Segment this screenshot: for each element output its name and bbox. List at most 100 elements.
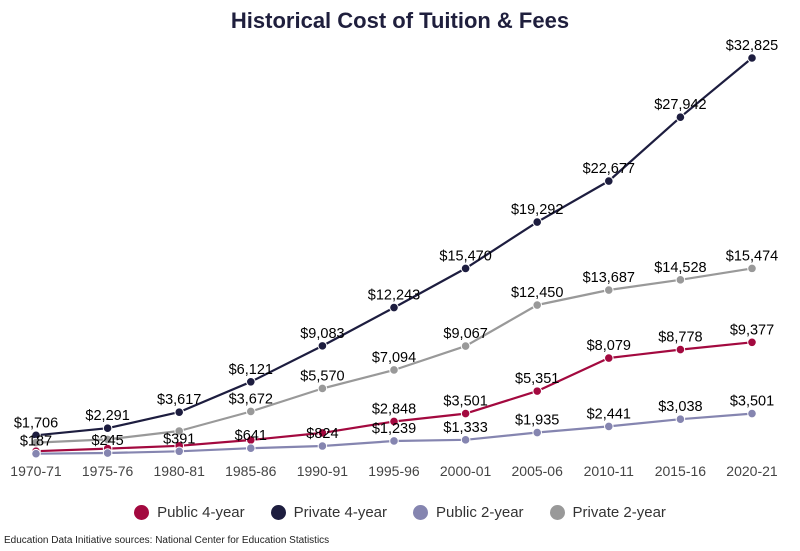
x-tick-label: 1985-86 bbox=[225, 463, 277, 479]
data-label-public-4-year: $8,778 bbox=[658, 330, 702, 346]
data-label-public-4-year: $2,848 bbox=[372, 401, 416, 417]
data-point-public-2-year bbox=[31, 448, 41, 459]
x-tick-label: 2010-11 bbox=[584, 463, 635, 479]
legend-label: Private 2-year bbox=[572, 504, 666, 521]
data-point-private-2-year bbox=[174, 426, 184, 436]
x-tick-label: 2005-06 bbox=[512, 463, 564, 479]
legend-swatch bbox=[549, 505, 565, 520]
data-label-private-4-year: $32,825 bbox=[726, 38, 778, 54]
data-label-public-4-year: $3,501 bbox=[443, 394, 487, 410]
data-point-public-2-year bbox=[532, 427, 543, 438]
legend-label: Public 4-year bbox=[157, 504, 245, 521]
data-point-public-2-year bbox=[317, 441, 328, 451]
data-label-public-2-year: $245 bbox=[91, 433, 123, 449]
data-point-private-2-year bbox=[102, 434, 113, 445]
line-chart: $2,848 $3,501 $5,351 $8,079 $8,778 $9,377 $1,7… bbox=[10, 38, 778, 479]
legend-swatch bbox=[270, 505, 286, 520]
data-point-private-4-year bbox=[460, 263, 471, 274]
data-label-private-2-year: $3,672 bbox=[229, 391, 273, 407]
data-point-private-4-year bbox=[102, 423, 113, 434]
data-label-private-4-year: $1,706 bbox=[14, 415, 58, 431]
x-tick-label: 2000-01 bbox=[440, 463, 492, 479]
data-label-public-2-year: $2,441 bbox=[587, 406, 631, 422]
data-point-public-4-year bbox=[747, 337, 757, 348]
x-tick-label: 1990-91 bbox=[297, 463, 349, 479]
data-point-public-4-year bbox=[604, 353, 614, 363]
data-point-private-4-year bbox=[389, 302, 399, 313]
legend-item-public-2-year: Public 2-year bbox=[413, 504, 524, 521]
x-tick-label: 1995-96 bbox=[368, 463, 420, 479]
source-note: Education Data Initiative sources: Natio… bbox=[4, 535, 330, 546]
data-point-private-2-year bbox=[389, 365, 399, 375]
data-point-private-4-year bbox=[747, 53, 757, 63]
data-label-public-2-year: $3,501 bbox=[730, 394, 774, 410]
data-label-private-4-year: $6,121 bbox=[229, 362, 273, 378]
data-point-public-2-year bbox=[604, 421, 614, 432]
x-tick-label: 1980-81 bbox=[154, 463, 206, 479]
data-point-private-4-year bbox=[317, 341, 328, 351]
data-point-public-2-year bbox=[675, 414, 686, 424]
data-point-private-4-year bbox=[246, 376, 256, 387]
data-point-private-4-year bbox=[532, 217, 543, 227]
legend: Public 4-year Private 4-year Public 2-year… bbox=[0, 504, 800, 521]
data-label-public-2-year: $824 bbox=[306, 426, 338, 442]
data-label-public-2-year: $1,239 bbox=[372, 421, 416, 437]
data-label-private-4-year: $9,083 bbox=[300, 326, 344, 342]
data-label-private-4-year: $12,243 bbox=[368, 288, 420, 304]
data-label-public-4-year: $9,377 bbox=[730, 322, 774, 338]
legend-label: Private 4-year bbox=[293, 504, 387, 521]
x-tick-label: 2015-16 bbox=[655, 463, 707, 479]
data-label-private-4-year: $2,291 bbox=[85, 408, 129, 424]
legend-swatch bbox=[134, 505, 150, 520]
data-point-public-2-year bbox=[246, 443, 256, 454]
legend-label: Public 2-year bbox=[436, 504, 524, 521]
data-label-private-2-year: $14,528 bbox=[654, 260, 706, 276]
data-label-private-2-year: $15,474 bbox=[726, 248, 778, 264]
series-points bbox=[31, 53, 757, 459]
legend-item-public-4-year: Public 4-year bbox=[134, 504, 245, 521]
data-label-public-2-year: $187 bbox=[20, 434, 52, 450]
data-label-public-2-year: $641 bbox=[235, 428, 267, 444]
data-point-private-2-year bbox=[747, 263, 757, 274]
data-point-private-4-year bbox=[174, 407, 184, 417]
data-point-private-4-year bbox=[604, 176, 614, 186]
data-point-public-4-year bbox=[317, 428, 328, 438]
data-point-private-4-year bbox=[675, 112, 686, 123]
data-point-public-2-year bbox=[389, 436, 399, 446]
legend-swatch bbox=[413, 505, 428, 520]
data-label-private-2-year: $13,687 bbox=[583, 270, 635, 286]
data-label-private-2-year: $12,450 bbox=[511, 285, 563, 301]
data-label-private-4-year: $15,470 bbox=[439, 248, 491, 264]
data-label-public-2-year: $391 bbox=[163, 431, 195, 447]
data-labels: $2,848 $3,501 $5,351 $8,079 $8,778 $9,377 $1,7… bbox=[14, 38, 778, 450]
data-label-private-4-year: $22,677 bbox=[583, 161, 635, 177]
data-label-public-4-year: $5,351 bbox=[515, 371, 559, 387]
data-point-private-2-year bbox=[460, 341, 471, 351]
x-tick-label: 1970-71 bbox=[10, 463, 62, 479]
data-label-public-2-year: $3,038 bbox=[658, 399, 702, 415]
data-point-public-2-year bbox=[460, 435, 471, 445]
data-label-private-2-year: $9,067 bbox=[443, 326, 487, 342]
chart-title: Historical Cost of Tuition & Fees bbox=[230, 8, 570, 33]
x-tick-label: 1975-76 bbox=[82, 463, 134, 479]
data-point-public-2-year bbox=[747, 408, 757, 419]
x-axis-tick-labels: 1970-71 1975-76 1980-81 1985-86 1990-91 1995-… bbox=[10, 463, 778, 479]
data-point-public-2-year bbox=[102, 448, 113, 458]
data-label-private-2-year: $7,094 bbox=[372, 350, 416, 366]
x-tick-label: 2020-21 bbox=[726, 463, 778, 479]
data-point-private-2-year bbox=[317, 383, 328, 394]
series-lines bbox=[35, 57, 753, 455]
legend-item-private-2-year: Private 2-year bbox=[549, 504, 666, 521]
data-point-private-2-year bbox=[604, 285, 614, 295]
data-point-public-4-year bbox=[675, 344, 686, 355]
data-point-private-2-year bbox=[532, 300, 543, 310]
data-point-private-2-year bbox=[675, 275, 686, 285]
data-label-private-4-year: $27,942 bbox=[654, 97, 706, 113]
data-point-public-2-year bbox=[174, 446, 184, 457]
data-point-private-2-year bbox=[31, 437, 41, 448]
data-label-public-4-year: $8,079 bbox=[587, 338, 631, 354]
data-point-public-4-year bbox=[460, 408, 471, 419]
data-point-public-4-year bbox=[389, 416, 399, 427]
data-label-private-4-year: $19,292 bbox=[511, 202, 563, 218]
legend-item-private-4-year: Private 4-year bbox=[270, 504, 387, 521]
